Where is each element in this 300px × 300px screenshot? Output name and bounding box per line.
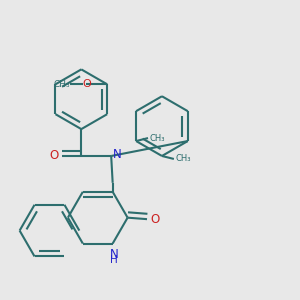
Text: H: H [110, 255, 118, 265]
Text: CH₃: CH₃ [149, 134, 165, 142]
Text: N: N [110, 248, 118, 261]
Text: O: O [50, 149, 59, 163]
Text: O: O [150, 213, 159, 226]
Text: CH₃: CH₃ [53, 80, 70, 89]
Text: N: N [113, 148, 122, 161]
Text: O: O [82, 79, 91, 89]
Text: CH₃: CH₃ [176, 154, 191, 164]
